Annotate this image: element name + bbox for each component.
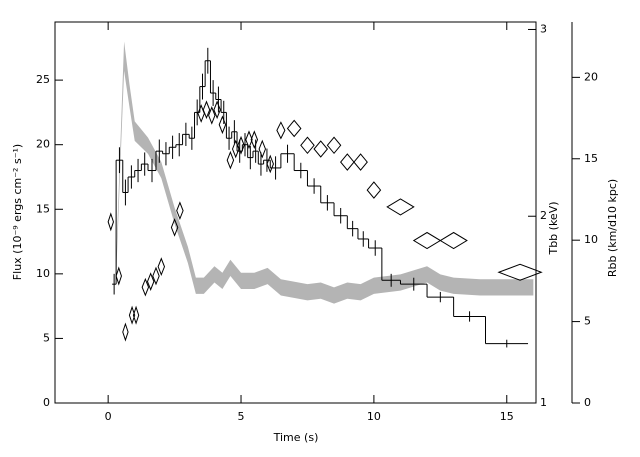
temperature-diamond [152,266,160,286]
temperature-diamond [353,153,368,171]
y-tick-label: 15 [36,202,50,215]
y-tick-label: 0 [43,396,50,409]
temperature-diamond [218,115,227,135]
y3-axis-label: Rbb (km/d10 kpc) [606,179,619,277]
y-tick-label: 20 [36,138,50,151]
temperature-diamond [157,257,166,277]
y-tick-label: 5 [43,331,50,344]
temperature-diamond [313,140,329,158]
temperature-diamond [208,106,216,125]
y3-tick-label: 0 [584,396,591,409]
temperature-diamond [340,153,355,171]
temperature-diamond [439,231,468,250]
temperature-diamond [386,198,415,216]
temperature-diamond [226,150,235,170]
temperature-diamond [412,231,442,250]
y2-tick-label: 3 [540,22,547,35]
y-tick-label: 10 [36,267,50,280]
x-tick-label: 10 [367,410,381,423]
temperature-diamond [245,130,253,150]
temperature-diamond [250,130,259,150]
temperature-diamond [122,322,129,342]
temperature-diamond [366,181,382,199]
y-tick-label: 25 [36,73,50,86]
temperature-diamond [115,266,122,286]
temperature-diamond [132,305,140,325]
temperature-diamond [128,305,136,325]
temperature-diamond [326,136,342,155]
temperature-diamond [266,154,274,174]
temperature-diamond [237,135,245,155]
y3-tick-label: 5 [584,315,591,328]
temperature-diamond [141,277,150,297]
temperature-diamond [231,139,240,159]
temperature-diamond [146,272,155,291]
temperature-diamond [300,136,315,155]
temperature-diamond [176,201,184,220]
temperature-diamond [497,263,543,281]
y3-tick-label: 15 [584,152,598,165]
temperature-diamond [276,121,286,140]
temperature-diamond [213,100,221,120]
y3-tick-label: 10 [584,233,598,246]
temperature-diamond [170,218,179,237]
radius-band [116,41,534,304]
y2-tick-label: 2 [540,209,547,222]
x-tick-label: 15 [500,410,514,423]
temperature-diamond [202,100,211,120]
temperature-diamond [258,139,267,159]
plot-frame [54,21,537,404]
y-axis-label: Flux (10⁻⁹ ergs cm⁻² s⁻¹) [11,144,24,280]
temperature-diamond [286,119,302,138]
temperature-diamond [197,104,205,123]
x-tick-label: 0 [105,410,112,423]
x-axis-label: Time (s) [273,431,319,444]
y2-tick-label: 1 [540,396,547,409]
y3-tick-label: 20 [584,70,598,83]
x-tick-label: 5 [238,410,245,423]
y2-axis-label: Tbb (keV) [547,201,560,255]
temperature-diamond [107,212,114,232]
